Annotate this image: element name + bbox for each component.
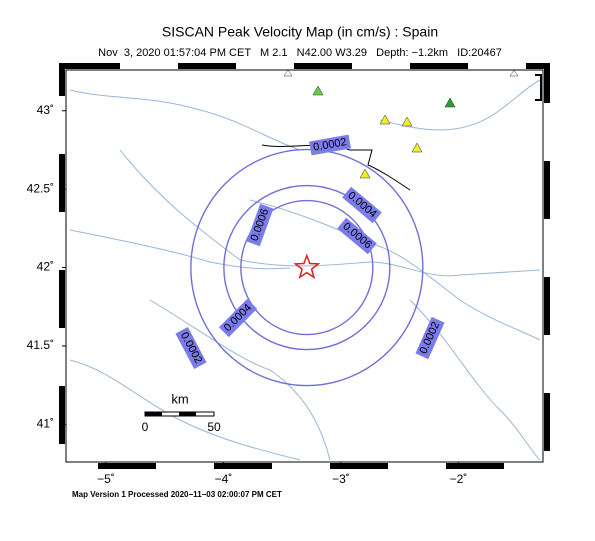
title: SISCAN Peak Velocity Map (in cm/s) : Spa… xyxy=(162,24,438,40)
x-tick-label: −5˚ xyxy=(97,472,115,486)
station xyxy=(509,69,519,77)
scale-bar-label: 50 xyxy=(207,420,221,434)
station xyxy=(283,69,293,77)
x-tick-label: −4˚ xyxy=(215,472,233,486)
epicenter xyxy=(293,253,321,280)
contour-label-group: 0.0002 xyxy=(309,134,351,156)
river xyxy=(149,299,331,461)
scale-bar-segment xyxy=(145,412,162,416)
station xyxy=(359,168,371,179)
coastline xyxy=(535,74,542,101)
station xyxy=(444,97,456,108)
y-tick-label: 42˚ xyxy=(37,260,54,274)
scale-bar: km 0 50 xyxy=(142,391,221,434)
y-tick-label: 42.5˚ xyxy=(27,181,54,195)
x-tick-label: −3˚ xyxy=(332,472,350,486)
station xyxy=(312,85,324,96)
scale-bar-title: km xyxy=(171,391,188,406)
station xyxy=(411,142,423,153)
y-tick-label: 41.5˚ xyxy=(27,338,54,352)
river xyxy=(249,199,541,341)
border-line xyxy=(261,144,411,191)
contour-label-box xyxy=(175,327,207,369)
x-tick-label: −2˚ xyxy=(450,472,468,486)
river xyxy=(379,79,541,131)
footer: Map Version 1 Processed 2020−11−03 02:00… xyxy=(72,490,282,499)
scale-bar-segment xyxy=(179,412,196,416)
contour-label-box xyxy=(309,134,351,156)
map-area xyxy=(66,69,543,462)
contour-label-box xyxy=(246,203,274,247)
map-border xyxy=(59,63,550,469)
contour xyxy=(190,148,424,387)
contour-label-box xyxy=(337,217,377,255)
river xyxy=(69,359,301,461)
contour-label: 0.0002 xyxy=(312,136,347,154)
station xyxy=(379,114,391,125)
contour-label-box xyxy=(415,316,445,360)
scale-bar-label: 0 xyxy=(142,420,149,434)
map-frame xyxy=(65,69,544,463)
y-tick-label: 43˚ xyxy=(37,103,54,117)
contour-label-box xyxy=(218,298,258,338)
contour xyxy=(223,184,391,351)
y-tick-label: 41˚ xyxy=(37,417,54,431)
contour-label-box xyxy=(342,186,382,224)
station xyxy=(401,116,413,127)
river xyxy=(69,229,291,270)
contour xyxy=(240,199,374,336)
river xyxy=(69,89,301,151)
subtitle: Nov 3, 2020 01:57:04 PM CET M 2.1 N42.00… xyxy=(98,47,502,59)
